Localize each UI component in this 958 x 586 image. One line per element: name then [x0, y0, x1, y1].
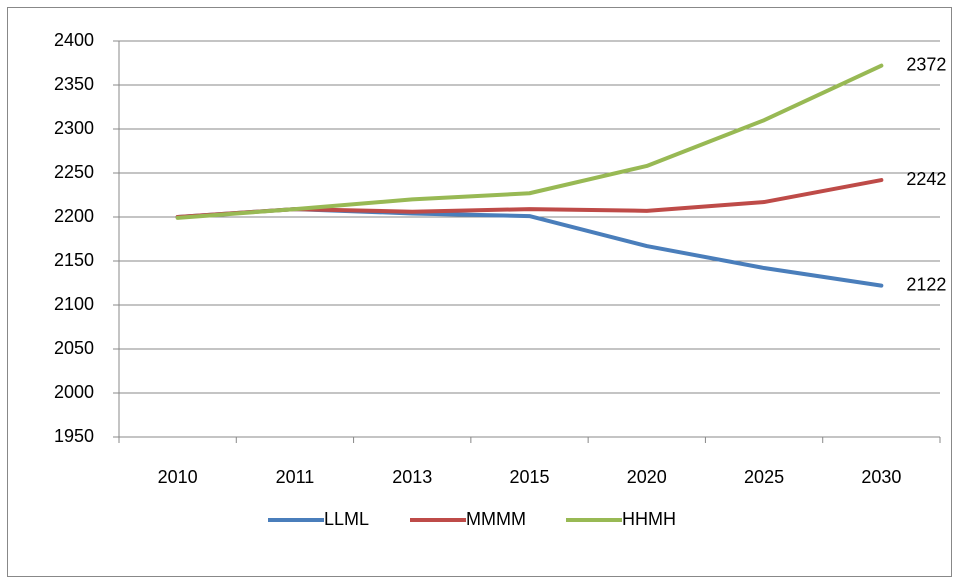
y-tick-label: 2350: [54, 74, 94, 94]
series-line: [175, 63, 884, 220]
x-tick-label: 2020: [627, 467, 667, 487]
x-tick-label: 2025: [744, 467, 784, 487]
y-tick-label: 2250: [54, 162, 94, 182]
y-tick-label: 2200: [54, 206, 94, 226]
x-tick-label: 2015: [509, 467, 549, 487]
legend-label: LLML: [324, 509, 369, 529]
x-tick-label: 2011: [276, 467, 315, 487]
x-tick-label: 2010: [158, 467, 198, 487]
y-tick-label: 2000: [54, 382, 94, 402]
y-tick-label: 2050: [54, 338, 94, 358]
y-tick-label: 2150: [54, 250, 94, 270]
x-tick-label: 2013: [392, 467, 432, 487]
data-label: 2372: [906, 54, 946, 74]
y-tick-label: 2100: [54, 294, 94, 314]
legend-label: MMMM: [466, 509, 526, 529]
y-tick-label: 1950: [54, 426, 94, 446]
x-tick-label: 2030: [861, 467, 901, 487]
y-tick-label: 2400: [54, 30, 94, 50]
data-label: 2242: [906, 169, 946, 189]
y-tick-label: 2300: [54, 118, 94, 138]
data-label: 2122: [906, 274, 946, 294]
chart-frame: [7, 7, 952, 577]
legend-label: HHMH: [622, 509, 676, 529]
